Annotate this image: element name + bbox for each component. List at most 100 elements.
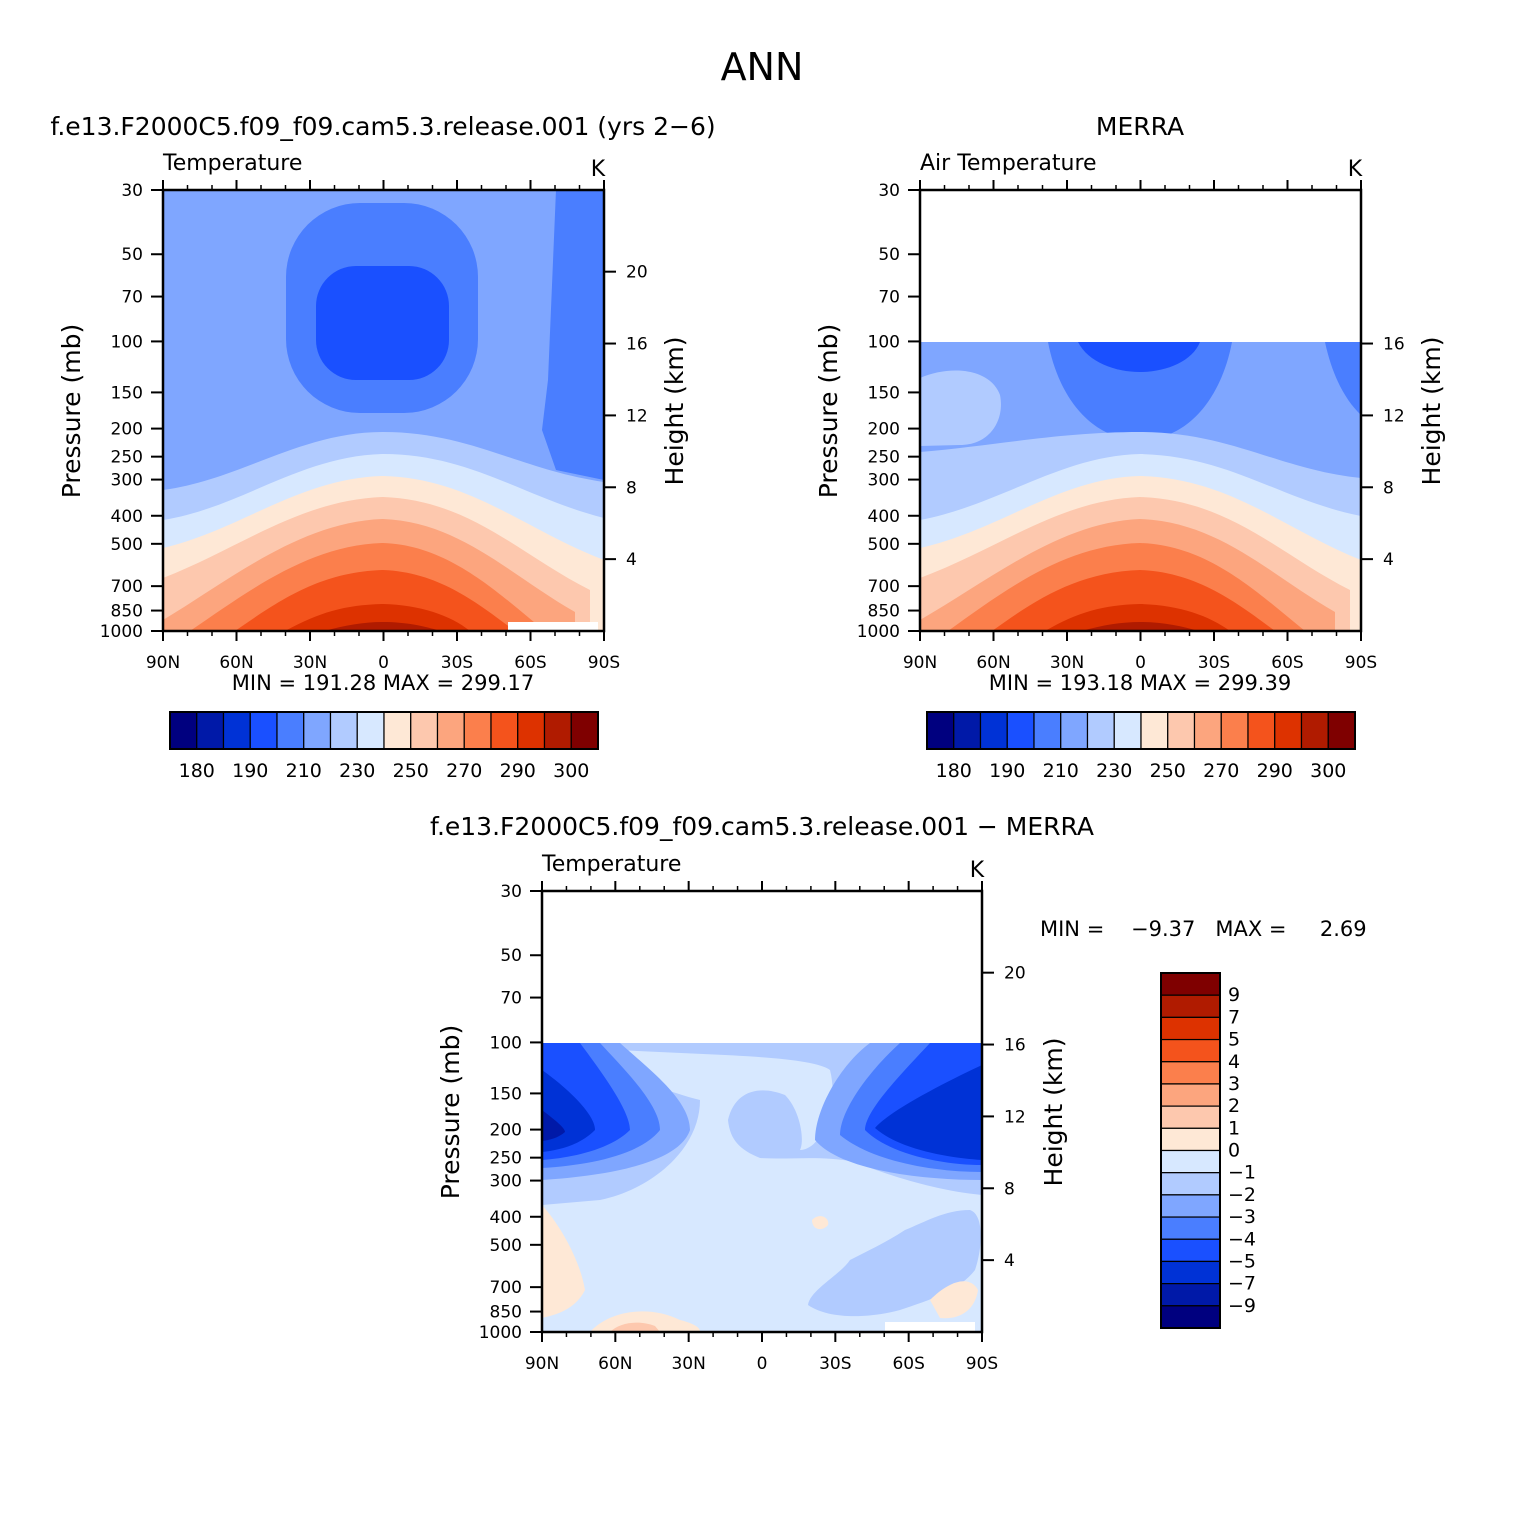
y-tick-label: 400	[111, 507, 143, 527]
y-tick-label: 300	[490, 1172, 522, 1192]
x-tick-label: 30S	[819, 1354, 851, 1374]
colorbar-swatch	[1160, 1283, 1221, 1307]
panel-model-units: K	[591, 157, 606, 182]
colorbar-swatch	[463, 711, 492, 750]
contour-fill	[1325, 342, 1361, 415]
contour-fill	[992, 570, 1275, 631]
colorbar-swatch	[329, 711, 358, 750]
colorbar-swatch	[1140, 711, 1169, 750]
y2-tick-label: 20	[1004, 964, 1026, 984]
contour-fill	[808, 1210, 981, 1317]
panel-obs-units: K	[1348, 157, 1363, 182]
colorbar-swatch	[276, 711, 305, 750]
y-tick-label: 850	[111, 602, 143, 622]
panel-model-ticks: 305070100150200250300400500700850100090N…	[100, 180, 648, 673]
y2-tick-label: 16	[1383, 335, 1405, 355]
colorbar-label: 4	[1228, 1051, 1240, 1073]
colorbar-swatch	[410, 711, 439, 750]
y-tick-label: 30	[121, 181, 143, 201]
colorbar-swatch	[517, 711, 546, 750]
y-tick-label: 1000	[857, 622, 900, 642]
colorbar-label: 2	[1228, 1095, 1240, 1117]
colorbar-swatch	[1160, 1260, 1221, 1285]
y-tick-label: 500	[868, 535, 900, 555]
y-tick-label: 250	[868, 448, 900, 468]
x-tick-label: 60S	[1271, 653, 1303, 673]
colorbar-frame	[1160, 972, 1221, 1329]
colorbar-label: 270	[1203, 760, 1239, 782]
colorbar-swatch	[1220, 711, 1249, 750]
contour-fill	[285, 604, 470, 631]
colorbar-frame	[169, 711, 599, 750]
colorbar-label: −3	[1228, 1206, 1256, 1228]
colorbar-label: 230	[339, 760, 375, 782]
x-tick-label: 90S	[966, 1354, 998, 1374]
colorbar-swatch	[1160, 972, 1221, 996]
y-tick-label: 250	[490, 1149, 522, 1169]
panel-obs: MERRA Air Temperature K 30 50 70 100 150 200 2…	[814, 112, 1446, 782]
panel-model: f.e13.F2000C5.f09_f09.cam5.3.release.001…	[50, 112, 715, 782]
colorbar-swatch	[1060, 711, 1089, 750]
colorbar-swatch	[1160, 1149, 1221, 1174]
panel-diff-header: f.e13.F2000C5.f09_f09.cam5.3.release.001…	[430, 812, 1094, 841]
panel-model-var-label: Temperature	[162, 151, 302, 176]
y-tick-label: 700	[111, 577, 143, 597]
colorbar-swatch	[1167, 711, 1196, 750]
colorbar-swatch	[1160, 1238, 1221, 1263]
contour-fill	[920, 370, 1001, 446]
panel-model-contours	[163, 190, 604, 631]
contour-fill	[1078, 342, 1200, 372]
x-tick-label: 90N	[903, 653, 937, 673]
panel-obs-stats: MIN = 193.18 MAX = 299.39	[989, 671, 1291, 695]
contour-fill	[235, 570, 515, 631]
colorbar-swatch	[249, 711, 278, 750]
colorbar-swatch	[1086, 711, 1115, 750]
y2-tick-label: 4	[626, 550, 637, 570]
colorbar-swatch	[570, 711, 599, 750]
colorbar-swatch	[926, 711, 955, 750]
y-tick-label: 30	[878, 181, 900, 201]
x-tick-label: 30N	[671, 1354, 705, 1374]
x-tick-label: 60S	[892, 1354, 924, 1374]
x-tick-label: 60S	[514, 653, 546, 673]
colorbar-swatch	[1160, 1305, 1221, 1329]
colorbar-swatch	[303, 711, 332, 750]
colorbar-label: 5	[1228, 1029, 1240, 1051]
y-tick-label: 400	[868, 507, 900, 527]
y-tick-label: 50	[500, 946, 522, 966]
colorbar-swatch	[1160, 1016, 1221, 1041]
x-tick-label: 0	[1135, 653, 1146, 673]
y-tick-label: 200	[868, 420, 900, 440]
contour-fill	[542, 190, 604, 480]
colorbar-swatch	[1160, 1105, 1221, 1129]
panel-diff-contours	[542, 1043, 982, 1332]
colorbar-swatch	[1160, 994, 1221, 1018]
x-tick-label: 30N	[293, 653, 327, 673]
panel-obs-contours	[920, 342, 1361, 631]
colorbar-swatch	[196, 711, 225, 750]
colorbar-label: −2	[1228, 1184, 1256, 1206]
contour-fill	[1082, 622, 1198, 631]
contour-fill	[875, 1065, 982, 1160]
y-tick-label: 100	[111, 332, 143, 352]
colorbar-label: 180	[179, 760, 215, 782]
panel-model-colorbar: 180 190 210 230 250 270 290 300	[169, 711, 599, 782]
x-tick-label: 30S	[441, 653, 473, 673]
colorbar-label: 190	[989, 760, 1025, 782]
y2-tick-label: 4	[1004, 1251, 1015, 1271]
x-tick-label: 60N	[219, 653, 253, 673]
colorbar-swatch	[953, 711, 982, 750]
colorbar-swatch	[1160, 1083, 1221, 1107]
panel-diff-units: K	[970, 858, 985, 883]
y-tick-label: 300	[111, 471, 143, 491]
colorbar-label: 190	[232, 760, 268, 782]
colorbar-label: −9	[1228, 1295, 1256, 1317]
contour-fill	[1048, 342, 1232, 440]
y-tick-label: 50	[878, 245, 900, 265]
panel-obs-y2label: Height (km)	[1417, 337, 1446, 486]
y-tick-label: 100	[868, 332, 900, 352]
panel-diff-y2label: Height (km)	[1039, 1038, 1068, 1187]
colorbar-label: −4	[1228, 1228, 1256, 1250]
y2-tick-label: 16	[626, 335, 648, 355]
